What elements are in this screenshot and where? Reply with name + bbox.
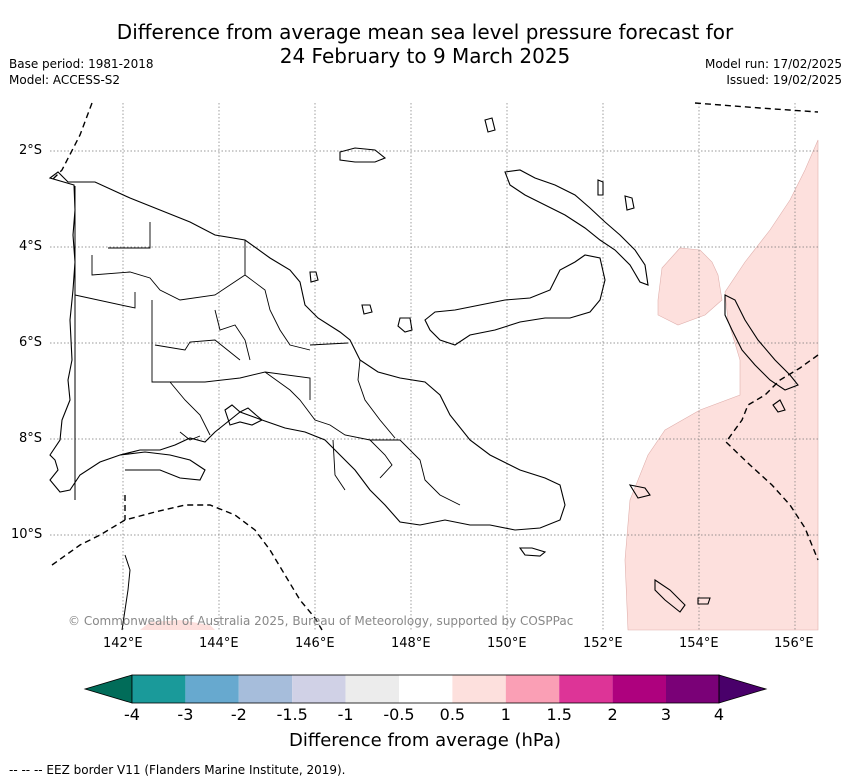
model-run-text: Model run: 17/02/2025 xyxy=(704,57,842,71)
colorbar-tick-label: 3 xyxy=(660,705,672,724)
colorbar-tick-label: 1.5 xyxy=(546,705,572,724)
colorbar-tick-label: -1.5 xyxy=(276,705,308,724)
colorbar-segment xyxy=(399,675,453,703)
colorbar-tick-label: -2 xyxy=(230,705,247,724)
colorbar-tick-label: 1 xyxy=(500,705,511,724)
lon-label: 148°E xyxy=(391,636,431,651)
colorbar-tick-label: 2 xyxy=(607,705,618,724)
map-title-line-2: 24 February to 9 March 2025 xyxy=(279,44,571,68)
copyright-notice: © Commonwealth of Australia 2025, Bureau… xyxy=(68,614,574,628)
lon-label: 142°E xyxy=(103,636,143,651)
issued-text: Issued: 19/02/2025 xyxy=(726,73,842,87)
colorbar-segment xyxy=(238,675,293,703)
lon-label: 156°E xyxy=(774,636,814,651)
land-outlines xyxy=(48,117,799,631)
colorbar-segment xyxy=(292,675,346,703)
eez-borders xyxy=(51,102,819,631)
lat-label: 6°S xyxy=(19,335,43,350)
anomaly-shading xyxy=(140,139,819,631)
colorbar-tick-label: -3 xyxy=(177,705,194,724)
colorbar-title: Difference from average (hPa) xyxy=(288,730,562,751)
colorbar-under-arrow xyxy=(83,674,133,704)
lat-label: 10°S xyxy=(11,527,43,542)
lon-label: 152°E xyxy=(583,636,623,651)
lon-label: 146°E xyxy=(295,636,335,651)
model-text: Model: ACCESS-S2 xyxy=(9,73,121,87)
lon-label: 150°E xyxy=(487,636,527,651)
lat-label: 8°S xyxy=(19,431,43,446)
colorbar-segment xyxy=(559,675,613,703)
eez-legend-footer: -- -- -- EEZ border V11 (Flanders Marine… xyxy=(9,763,346,777)
lat-label: 2°S xyxy=(19,143,43,158)
colorbar-tick-label: -1 xyxy=(337,705,354,724)
colorbar xyxy=(83,674,768,704)
colorbar-tick-label: -4 xyxy=(124,705,140,724)
colorbar-over-arrow xyxy=(718,674,768,704)
colorbar-segment xyxy=(185,675,239,703)
colorbar-segment xyxy=(132,675,186,703)
colorbar-segment xyxy=(612,675,666,703)
lon-label: 144°E xyxy=(199,636,239,651)
colorbar-tick-label: -0.5 xyxy=(383,705,415,724)
lat-label: 4°S xyxy=(19,239,43,254)
map-title-line-1: Difference from average mean sea level p… xyxy=(116,20,734,44)
lon-label: 154°E xyxy=(679,636,719,651)
colorbar-segment xyxy=(505,675,560,703)
base-period-text: Base period: 1981-2018 xyxy=(9,57,154,71)
colorbar-tick-label: 0.5 xyxy=(439,705,466,724)
colorbar-segment xyxy=(345,675,399,703)
colorbar-segment xyxy=(666,675,719,703)
colorbar-segment xyxy=(452,675,506,703)
colorbar-tick-label: 4 xyxy=(713,705,725,724)
